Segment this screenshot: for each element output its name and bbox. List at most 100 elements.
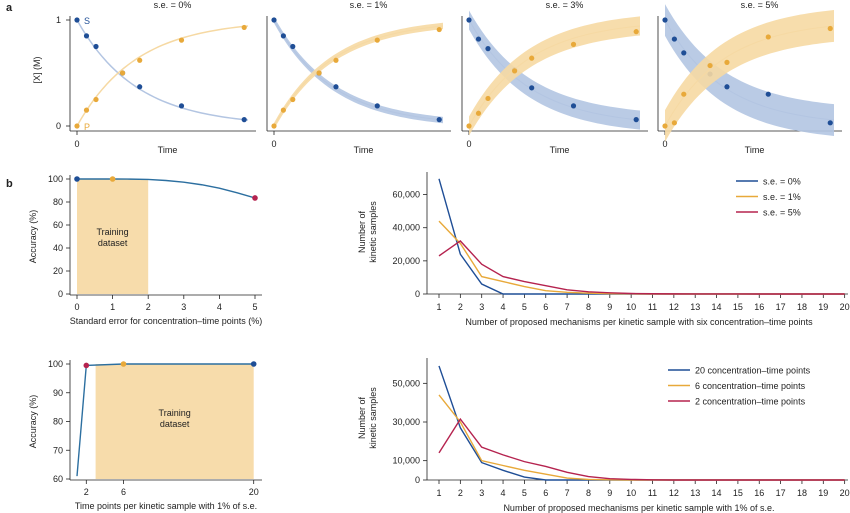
data-point-P xyxy=(475,110,482,116)
data-point-P xyxy=(466,123,472,129)
data-point-S xyxy=(280,33,286,39)
data-point-S xyxy=(436,117,442,123)
data-point-S xyxy=(290,43,296,50)
kinetics-y-tick-label: 1 xyxy=(56,15,61,25)
mechanisms-one-percent-legend-label: 20 concentration–time points xyxy=(695,366,811,376)
mechanisms-one-percent-x-tick-label: 6 xyxy=(543,488,548,498)
mechanisms-one-percent-x-tick-label: 16 xyxy=(754,488,764,498)
mechanisms-one-percent-x-tick-label: 8 xyxy=(586,488,591,498)
accuracy-vs-se-training-region xyxy=(77,179,149,294)
accuracy-vs-points-x-tick-label: 20 xyxy=(249,487,259,497)
data-point-S xyxy=(485,46,491,52)
accuracy-vs-se-x-tick-label: 2 xyxy=(146,302,151,312)
data-point-S xyxy=(633,117,639,123)
fit-curve-S xyxy=(76,19,249,121)
data-point-P xyxy=(374,37,380,43)
accuracy-vs-se-x-tick-label: 3 xyxy=(181,302,186,312)
mechanisms-one-percent-x-tick-label: 4 xyxy=(501,488,506,498)
accuracy-vs-se-x-tick-label: 1 xyxy=(110,302,115,312)
mechanisms-one-percent-x-tick-label: 12 xyxy=(669,488,679,498)
mechanisms-six-points-x-tick-label: 3 xyxy=(479,302,484,312)
fit-curve-P xyxy=(664,25,835,127)
data-point-S xyxy=(529,85,535,91)
mechanisms-one-percent-x-tick-label: 5 xyxy=(522,488,527,498)
mechanisms-one-percent-x-label: Number of proposed mechanisms per kineti… xyxy=(503,503,774,513)
mechanisms-six-points-x-tick-label: 4 xyxy=(501,302,506,312)
mechanisms-one-percent-x-tick-label: 17 xyxy=(776,488,786,498)
data-point-P xyxy=(74,123,80,129)
series-label-S: S xyxy=(84,16,90,26)
mechanisms-six-points-x-tick-label: 20 xyxy=(840,302,850,312)
fit-curve-S xyxy=(468,19,641,121)
mechanisms-six-points-y-label: Number ofkinetic samples xyxy=(357,201,378,263)
kinetics-x-label: Time xyxy=(354,145,374,155)
mechanisms-six-points-x-tick-label: 11 xyxy=(648,302,657,312)
data-point-P xyxy=(178,37,185,43)
mechanisms-one-percent-x-tick-label: 15 xyxy=(733,488,743,498)
accuracy-vs-se-training-label-line: dataset xyxy=(98,238,128,248)
data-point-P xyxy=(662,123,668,129)
data-point-S xyxy=(671,36,677,42)
mechanisms-one-percent-y-label-line: kinetic samples xyxy=(368,387,378,449)
data-point-S xyxy=(178,103,185,109)
mechanisms-six-points-x-tick-label: 16 xyxy=(754,302,764,312)
accuracy-vs-se-marker xyxy=(252,195,258,201)
kinetics-x-label: Time xyxy=(745,145,765,155)
mechanisms-one-percent-x-tick-label: 9 xyxy=(607,488,612,498)
accuracy-vs-points-y-tick-label: 70 xyxy=(53,445,63,455)
accuracy-vs-se-x-tick-label: 5 xyxy=(252,302,257,312)
mechanisms-six-points-y-tick-label: 40,000 xyxy=(392,223,420,233)
fit-curve-P xyxy=(76,25,249,127)
mechanisms-six-points-x-tick-label: 15 xyxy=(733,302,743,312)
confidence-band-P xyxy=(274,22,443,130)
kinetics-x-tick-label: 0 xyxy=(74,139,79,149)
mechanisms-one-percent-x-tick-label: 3 xyxy=(479,488,484,498)
data-point-P xyxy=(707,62,713,69)
data-point-S xyxy=(74,17,80,23)
data-point-P xyxy=(681,91,687,97)
data-point-S xyxy=(570,103,577,109)
mechanisms-six-points-x-tick-label: 5 xyxy=(522,302,527,312)
mechanisms-one-percent-y-label: Number ofkinetic samples xyxy=(357,387,378,449)
data-point-S xyxy=(93,43,99,50)
accuracy-vs-points-y-tick-label: 60 xyxy=(53,474,63,484)
accuracy-vs-se-y-tick-label: 20 xyxy=(53,266,63,276)
mechanisms-one-percent-y-tick-label: 50,000 xyxy=(392,378,420,388)
accuracy-vs-se-y-tick-label: 80 xyxy=(53,197,63,207)
data-point-P xyxy=(333,57,339,63)
kinetics-y-label: [X] (M) xyxy=(32,57,42,84)
mechanisms-six-points-y-label-line: Number of xyxy=(357,211,367,254)
kinetics-title: s.e. = 0% xyxy=(154,0,192,10)
data-point-P xyxy=(83,107,90,113)
data-point-P xyxy=(290,96,296,103)
mechanisms-six-points-legend-label: s.e. = 1% xyxy=(763,192,801,202)
mechanisms-one-percent-x-tick-label: 14 xyxy=(712,488,722,498)
data-point-P xyxy=(529,55,535,61)
confidence-band-S xyxy=(274,16,443,124)
data-point-S xyxy=(724,84,730,90)
mechanisms-one-percent-legend-label: 6 concentration–time points xyxy=(695,381,806,391)
mechanisms-six-points-x-tick-label: 19 xyxy=(818,302,828,312)
data-point-S xyxy=(271,17,277,23)
fit-curve-P xyxy=(273,25,444,127)
kinetics-title: s.e. = 1% xyxy=(350,0,388,10)
accuracy-vs-se-training-label-line: Training xyxy=(97,227,129,237)
mechanisms-six-points-x-tick-label: 18 xyxy=(797,302,807,312)
data-point-S xyxy=(475,36,482,42)
data-point-S xyxy=(827,120,833,126)
accuracy-vs-points-y-tick-label: 90 xyxy=(53,388,63,398)
accuracy-vs-points-y-label: Accuracy (%) xyxy=(28,395,38,449)
series-label-P: P xyxy=(84,122,90,132)
data-point-P xyxy=(485,95,491,102)
mechanisms-one-percent-x-tick-label: 2 xyxy=(458,488,463,498)
kinetics-title: s.e. = 5% xyxy=(741,0,779,10)
accuracy-vs-points-x-tick-label: 6 xyxy=(121,487,126,497)
accuracy-vs-se-x-tick-label: 4 xyxy=(217,302,222,312)
data-point-S xyxy=(466,17,472,23)
fit-curve-S xyxy=(273,19,444,121)
data-point-P xyxy=(724,59,730,65)
data-point-P xyxy=(120,70,126,76)
accuracy-vs-points-y-tick-label: 100 xyxy=(48,359,63,369)
data-point-P xyxy=(93,96,99,103)
confidence-band-S xyxy=(665,4,834,136)
